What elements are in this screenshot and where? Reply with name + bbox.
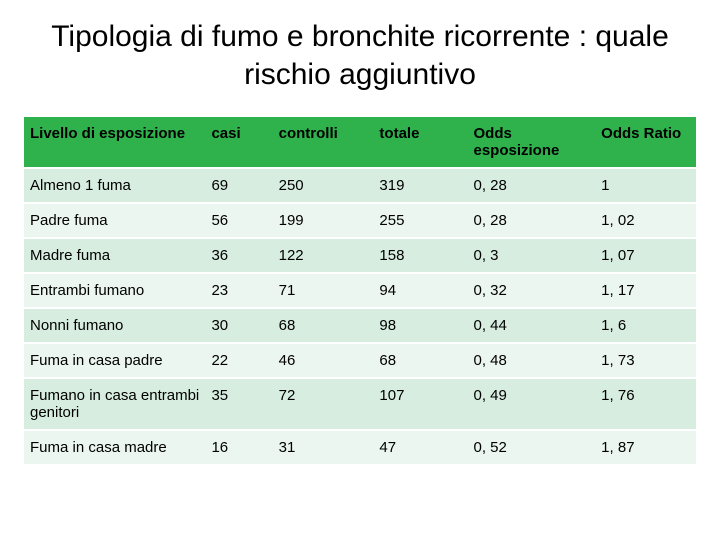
cell-level: Entrambi fumano	[24, 273, 205, 308]
cell-odds1: 0, 32	[468, 273, 596, 308]
cell-odds2: 1, 76	[595, 378, 696, 430]
cell-odds2: 1, 07	[595, 238, 696, 273]
cell-casi: 56	[205, 203, 272, 238]
table-row: Madre fuma361221580, 31, 07	[24, 238, 696, 273]
cell-odds2: 1, 73	[595, 343, 696, 378]
cell-level: Nonni fumano	[24, 308, 205, 343]
col-header-ctrl: controlli	[273, 117, 374, 168]
col-header-odds1: Odds esposizione	[468, 117, 596, 168]
cell-ctrl: 46	[273, 343, 374, 378]
cell-casi: 23	[205, 273, 272, 308]
table-row: Entrambi fumano2371940, 321, 17	[24, 273, 696, 308]
cell-odds2: 1, 6	[595, 308, 696, 343]
cell-tot: 68	[373, 343, 467, 378]
cell-odds1: 0, 28	[468, 203, 596, 238]
table-header-row: Livello di esposizione casi controlli to…	[24, 117, 696, 168]
cell-odds1: 0, 52	[468, 430, 596, 465]
cell-casi: 22	[205, 343, 272, 378]
cell-casi: 16	[205, 430, 272, 465]
cell-tot: 94	[373, 273, 467, 308]
cell-odds1: 0, 48	[468, 343, 596, 378]
cell-odds2: 1, 02	[595, 203, 696, 238]
cell-ctrl: 68	[273, 308, 374, 343]
cell-tot: 319	[373, 168, 467, 203]
cell-tot: 107	[373, 378, 467, 430]
cell-ctrl: 199	[273, 203, 374, 238]
cell-casi: 35	[205, 378, 272, 430]
cell-tot: 47	[373, 430, 467, 465]
cell-level: Fuma in casa padre	[24, 343, 205, 378]
col-header-odds2: Odds Ratio	[595, 117, 696, 168]
cell-casi: 36	[205, 238, 272, 273]
cell-ctrl: 72	[273, 378, 374, 430]
table-row: Almeno 1 fuma692503190, 281	[24, 168, 696, 203]
cell-level: Madre fuma	[24, 238, 205, 273]
cell-odds2: 1	[595, 168, 696, 203]
table-row: Nonni fumano3068980, 441, 6	[24, 308, 696, 343]
cell-ctrl: 122	[273, 238, 374, 273]
cell-tot: 255	[373, 203, 467, 238]
cell-odds1: 0, 3	[468, 238, 596, 273]
cell-ctrl: 250	[273, 168, 374, 203]
col-header-casi: casi	[205, 117, 272, 168]
cell-odds1: 0, 49	[468, 378, 596, 430]
col-header-tot: totale	[373, 117, 467, 168]
cell-odds2: 1, 87	[595, 430, 696, 465]
cell-ctrl: 31	[273, 430, 374, 465]
cell-level: Padre fuma	[24, 203, 205, 238]
data-table: Livello di esposizione casi controlli to…	[24, 117, 696, 466]
cell-odds1: 0, 44	[468, 308, 596, 343]
page-title: Tipologia di fumo e bronchite ricorrente…	[24, 18, 696, 93]
cell-level: Fuma in casa madre	[24, 430, 205, 465]
cell-casi: 30	[205, 308, 272, 343]
table-row: Fuma in casa padre2246680, 481, 73	[24, 343, 696, 378]
col-header-level: Livello di esposizione	[24, 117, 205, 168]
cell-tot: 158	[373, 238, 467, 273]
table-row: Fuma in casa madre1631470, 521, 87	[24, 430, 696, 465]
cell-odds2: 1, 17	[595, 273, 696, 308]
table-row: Fumano in casa entrambi genitori35721070…	[24, 378, 696, 430]
table-row: Padre fuma561992550, 281, 02	[24, 203, 696, 238]
table-body: Almeno 1 fuma692503190, 281Padre fuma561…	[24, 168, 696, 465]
cell-ctrl: 71	[273, 273, 374, 308]
cell-level: Almeno 1 fuma	[24, 168, 205, 203]
cell-casi: 69	[205, 168, 272, 203]
cell-level: Fumano in casa entrambi genitori	[24, 378, 205, 430]
cell-tot: 98	[373, 308, 467, 343]
cell-odds1: 0, 28	[468, 168, 596, 203]
